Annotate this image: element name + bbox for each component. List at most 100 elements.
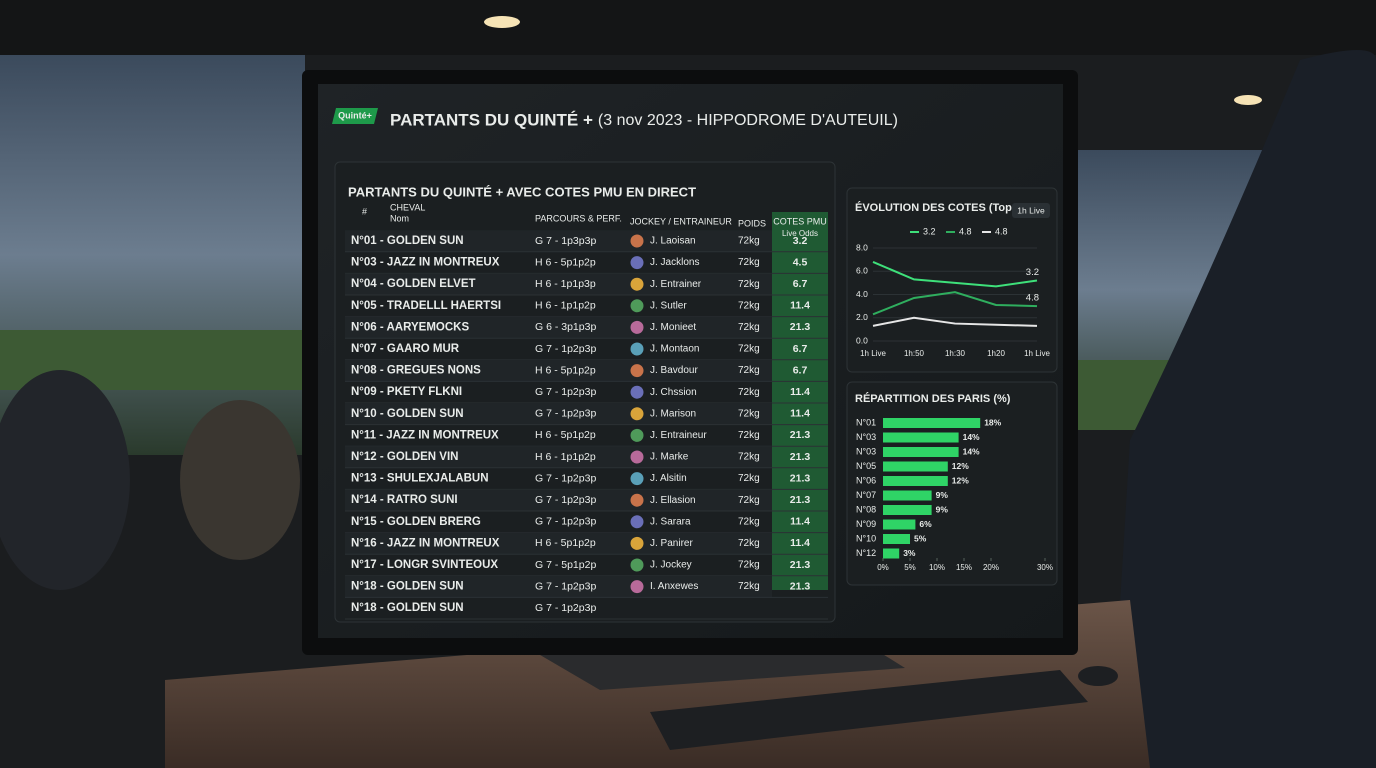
odds: 6.7 (793, 364, 808, 376)
odds: 21.3 (790, 451, 811, 463)
race-form: G 7 - 1p2p3p (535, 408, 596, 420)
weight: 72kg (738, 516, 760, 527)
weight: 72kg (738, 322, 760, 333)
horse-name: N°04 - GOLDEN ELVET (351, 278, 476, 290)
race-form: G 7 - 5p1p2p (535, 559, 596, 571)
column-header: PARCOURS & PERF. (535, 213, 622, 223)
column-subtitle: Nom (390, 213, 409, 223)
x-tick-label: 1h Live (1024, 349, 1050, 358)
weight: 72kg (738, 236, 760, 247)
x-tick-label: 15% (956, 563, 972, 572)
odds: 21.3 (790, 580, 811, 592)
odds: 11.4 (790, 408, 810, 420)
ceiling (0, 0, 1376, 55)
bar (883, 447, 959, 457)
horse-name: N°13 - SHULEXJALABUN (351, 473, 489, 485)
bar (883, 505, 932, 515)
horse-name: N°09 - PKETY FLKNI (351, 386, 462, 398)
jockey-avatar (630, 536, 644, 550)
jockey-name: J. Sutler (650, 300, 687, 311)
x-tick-label: 1h:30 (945, 349, 966, 358)
bar (883, 548, 900, 559)
value-label: 6% (919, 519, 932, 529)
horse-name: N°07 - GAARO MUR (351, 343, 460, 355)
race-form: G 7 - 1p2p3p (535, 602, 596, 614)
bar (883, 476, 948, 486)
weight: 72kg (738, 300, 760, 311)
jockey-name: J. Ellasion (650, 495, 696, 506)
row-band (345, 446, 772, 468)
odds: 11.4 (790, 300, 810, 312)
horse-name: N°08 - GREGUES NONS (351, 365, 481, 377)
x-tick-label: 1h20 (987, 349, 1005, 358)
x-tick-label: 0% (877, 563, 889, 572)
horse-name: N°06 - AARYEMOCKS (351, 321, 469, 333)
person-foreground (1110, 50, 1376, 768)
legend-label: 3.2 (923, 226, 936, 236)
jockey-name: J. Monieet (650, 322, 696, 333)
jockey-avatar (630, 558, 644, 572)
jockey-name: J. Chssion (650, 387, 697, 398)
weight: 72kg (738, 365, 760, 376)
jockey-avatar (630, 320, 644, 334)
jockey-avatar (630, 493, 644, 507)
column-header: JOCKEY / ENTRAINEUR (630, 216, 732, 226)
category-label: N°10 (856, 533, 876, 543)
content: # CHEVAL PARCOURS & PERF. JOCKEY / ENTRAINE… (345, 201, 1053, 620)
badge-bg (1012, 203, 1050, 218)
category-label: N°01 (856, 417, 876, 427)
race-form: G 6 - 3p1p3p (535, 321, 596, 333)
value-label: 14% (963, 446, 980, 456)
category-label: N°03 (856, 432, 876, 442)
bar (883, 519, 916, 530)
row-band (345, 316, 772, 339)
weight: 72kg (738, 344, 760, 355)
jockey-name: J. Entraineur (650, 430, 707, 441)
legend-label: 4.8 (959, 226, 972, 236)
weight: 72kg (738, 495, 760, 506)
jockey-avatar (630, 407, 644, 421)
race-form: G 7 - 1p2p3p (535, 516, 596, 528)
weight: 72kg (738, 430, 760, 441)
column-header: COTES PMU (773, 216, 827, 226)
y-tick-label: 0.0 (856, 335, 868, 345)
jockey-name: J. Panirer (650, 538, 693, 549)
value-label: 9% (936, 504, 949, 514)
person (180, 400, 300, 560)
horse-name: N°16 - JAZZ IN MONTREUX (351, 537, 500, 549)
category-label: N°08 (856, 504, 876, 514)
jockey-name: J. Montaon (650, 344, 699, 355)
jockey-avatar (630, 256, 644, 270)
value-label: 3% (903, 548, 916, 558)
race-form: G 7 - 1p2p3p (535, 343, 596, 355)
race-form: H 6 - 1p1p2p (535, 300, 596, 312)
odds: 3.2 (793, 235, 808, 247)
chart-title: RÉPARTITION DES PARIS (%) (855, 392, 1011, 405)
x-tick-label: 10% (929, 563, 945, 572)
row-band (345, 230, 772, 252)
odds: 21.3 (790, 429, 811, 441)
jockey-name: J. Jockey (650, 560, 692, 571)
ceiling-light (484, 16, 520, 28)
series-line (872, 316, 1038, 327)
jockey-avatar (630, 277, 644, 291)
jockey-avatar (630, 428, 644, 442)
weight: 72kg (738, 560, 760, 571)
legend-label: 4.8 (995, 226, 1008, 236)
jockey-avatar (630, 450, 644, 464)
race-form: H 6 - 5p1p2p (535, 537, 596, 549)
jockey-avatar (630, 342, 644, 356)
weight: 72kg (738, 257, 760, 268)
end-label: 4.8 (1026, 293, 1039, 304)
y-tick-label: 4.0 (856, 289, 868, 299)
jockey-avatar (630, 299, 644, 313)
odds: 6.7 (793, 278, 808, 290)
odds: 4.5 (793, 256, 808, 268)
end-label: 3.2 (1026, 267, 1039, 278)
horse-name: N°11 - JAZZ IN MONTREUX (351, 429, 499, 441)
x-tick-label: 5% (904, 563, 916, 572)
value-label: 18% (984, 417, 1001, 427)
category-label: N°03 (856, 446, 876, 456)
